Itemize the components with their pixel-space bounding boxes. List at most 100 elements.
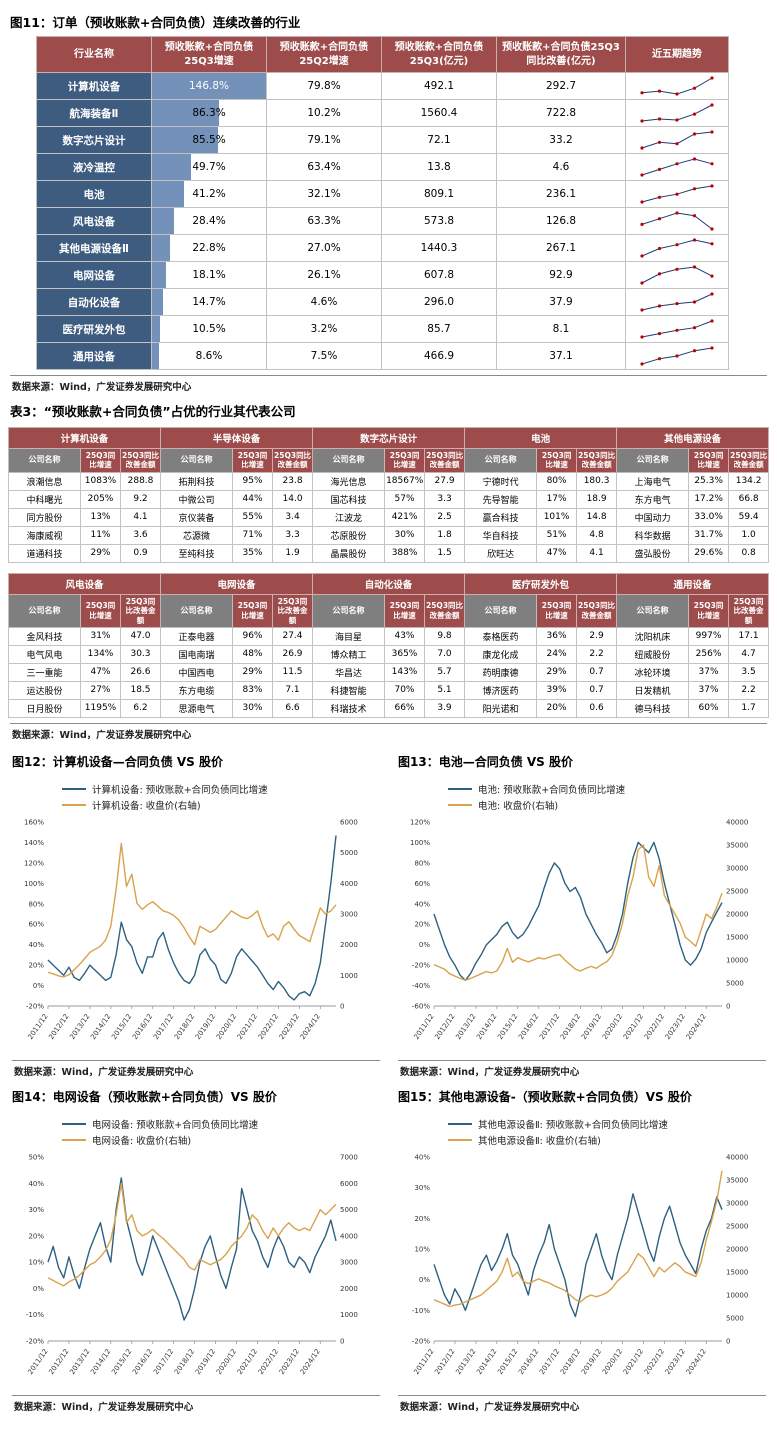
table-row: 道通科技 29% 0.9 至纯科技 35% 1.9 晶晨股份 388% 1.5 欣旺达 47% 4.1… <box>8 543 770 563</box>
growth-cell: 57% <box>384 489 426 509</box>
subheader-amount: 25Q3同比改善金额 <box>423 593 466 628</box>
subheader-company: 公司名称 <box>616 593 690 628</box>
company-name-cell: 康龙化成 <box>464 644 538 664</box>
amount-cell: 3.5 <box>728 662 770 682</box>
industry-name-cell: 液冷温控 <box>36 153 152 181</box>
data-bar <box>152 289 164 315</box>
table-row: 医疗研发外包 10.5% 3.2% 85.7 8.1 <box>36 315 729 343</box>
industry-group-header: 电池 <box>464 427 618 449</box>
industry-name-cell: 电网设备 <box>36 261 152 289</box>
table-row: 浪潮信息 1083% 288.8 拓荆科技 95% 23.8 海光信息 18567% 27.9 宁… <box>8 471 770 491</box>
legend-entry: 电池: 预收账款+合同负债同比增速 <box>448 782 768 796</box>
svg-text:6000: 6000 <box>340 818 358 826</box>
figure15-title: 图15：其他电源设备-（预收账款+合同负债）VS 股价 <box>398 1089 692 1104</box>
company-name-cell: 博众精工 <box>312 644 385 664</box>
amount-cell: 1.9 <box>272 543 314 563</box>
svg-text:0: 0 <box>340 1337 344 1345</box>
amount-cell: 134.2 <box>728 471 770 491</box>
industry-group-header: 通用设备 <box>616 572 770 595</box>
svg-text:20%: 20% <box>414 921 430 929</box>
table-row: 电网设备 18.1% 26.1% 607.8 92.9 <box>36 261 729 289</box>
trend-sparkline <box>640 184 714 204</box>
company-name-cell: 中国西电 <box>160 662 233 682</box>
q3-growth-cell: 41.2% <box>151 180 267 208</box>
data-bar <box>152 154 191 180</box>
svg-text:0: 0 <box>340 1002 344 1010</box>
company-name-cell: 德马科技 <box>616 698 690 718</box>
legend-label: 其他电源设备Ⅱ: 预收账款+合同负债同比增速 <box>478 1119 668 1131</box>
figure14-plot: -20% -10% 0% 10% 20% 30% 40% 50% 0 1000 2000 3000 40… <box>10 1151 382 1393</box>
company-name-cell: 京仪装备 <box>160 507 234 527</box>
figure14-legend: 电网设备: 预收账款+合同负债同比增速 电网设备: 收盘价(右轴) <box>10 1109 382 1151</box>
subheader-growth: 25Q3同比增速 <box>688 593 730 628</box>
growth-cell: 421% <box>384 507 426 527</box>
company-name-cell: 盛弘股份 <box>616 543 690 563</box>
svg-text:80%: 80% <box>414 859 430 867</box>
svg-text:6000: 6000 <box>340 1180 358 1188</box>
svg-text:0%: 0% <box>33 982 44 990</box>
fig11-col-q2-growth: 预收账款+合同负债25Q2增速 <box>266 36 382 73</box>
subheader-amount: 25Q3同比改善金额 <box>576 593 618 628</box>
data-bar <box>152 316 160 342</box>
legend-label: 其他电源设备Ⅱ: 收盘价(右轴) <box>478 1135 601 1147</box>
data-bar <box>152 262 166 288</box>
growth-cell: 37% <box>688 680 730 700</box>
figure13-source: 数据来源：Wind，广发证券发展研究中心 <box>398 1059 766 1078</box>
growth-cell: 101% <box>536 507 578 527</box>
svg-text:20000: 20000 <box>726 910 748 918</box>
amount-cell: 9.2 <box>119 489 162 509</box>
amount-cell: 0.7 <box>576 662 618 682</box>
legend-label: 电池: 收盘价(右轴) <box>478 800 559 812</box>
figure13-legend: 电池: 预收账款+合同负债同比增速 电池: 收盘价(右轴) <box>396 774 768 816</box>
industry-group-header: 其他电源设备 <box>616 427 770 449</box>
company-name-cell: 道通科技 <box>8 543 81 563</box>
trend-sparkline <box>640 292 714 312</box>
subheader-company: 公司名称 <box>160 448 234 473</box>
svg-text:10%: 10% <box>414 1245 430 1253</box>
company-name-cell: 上海电气 <box>616 471 690 491</box>
svg-text:100%: 100% <box>410 839 430 847</box>
figure12-title: 图12：计算机设备—合同负债 VS 股价 <box>12 754 223 769</box>
q2-growth-cell: 10.2% <box>266 99 382 127</box>
svg-text:60%: 60% <box>28 921 44 929</box>
trend-sparkline <box>640 346 714 366</box>
company-name-cell: 国芯科技 <box>312 489 386 509</box>
svg-text:40000: 40000 <box>726 1153 748 1161</box>
growth-cell: 36% <box>536 626 578 646</box>
line-swatch-orange-icon <box>62 1138 86 1141</box>
growth-cell: 388% <box>384 543 426 563</box>
subheader-growth: 25Q3同比增速 <box>536 448 578 473</box>
figure15: 图15：其他电源设备-（预收账款+合同负债）VS 股价 其他电源设备Ⅱ: 预收账… <box>394 1080 770 1415</box>
amount-cell: 0.6 <box>576 698 618 718</box>
svg-text:25000: 25000 <box>726 887 748 895</box>
svg-text:20%: 20% <box>28 1232 44 1240</box>
subheader-row: 公司名称 25Q3同比增速 25Q3同比改善金额 公司名称 25Q3同比增速 25Q3同比… <box>8 593 770 628</box>
company-name-cell: 国电南瑞 <box>160 644 233 664</box>
industry-header-row: 计算机设备 半导体设备 数字芯片设计 电池 其他电源设备 <box>7 427 770 449</box>
trend-cell <box>625 126 729 154</box>
amount-cell: 4.1 <box>576 543 618 563</box>
legend-entry: 电网设备: 收盘价(右轴) <box>62 1133 382 1147</box>
amount-cell: 5.7 <box>423 662 466 682</box>
svg-text:30000: 30000 <box>726 864 748 872</box>
company-name-cell: 江波龙 <box>312 507 386 527</box>
table-row: 同方股份 13% 4.1 京仪装备 55% 3.4 江波龙 421% 2.5 赢合科技 101% 14… <box>8 507 770 527</box>
svg-text:2024/12: 2024/12 <box>299 1347 322 1375</box>
svg-text:0%: 0% <box>419 1276 430 1284</box>
figure13-plot: -60% -40% -20% 0% 20% 40% 60% 80% 100% 120% 0 5000 1… <box>396 816 768 1058</box>
q3-value-cell: 573.8 <box>381 207 497 235</box>
svg-text:-20%: -20% <box>412 961 430 969</box>
company-name-cell: 东方电缆 <box>160 680 233 700</box>
subheader-company: 公司名称 <box>8 593 81 628</box>
amount-cell: 6.2 <box>120 698 161 718</box>
svg-text:-60%: -60% <box>412 1002 430 1010</box>
line-swatch-blue-icon <box>448 1122 472 1125</box>
growth-cell: 83% <box>232 680 273 700</box>
growth-cell: 51% <box>536 525 578 545</box>
fig11-source: 数据来源：Wind，广发证券发展研究中心 <box>10 375 767 393</box>
industry-name-cell: 其他电源设备Ⅱ <box>36 234 152 262</box>
company-name-cell: 博济医药 <box>464 680 538 700</box>
q3-value-cell: 1440.3 <box>381 234 497 262</box>
subheader-company: 公司名称 <box>8 448 81 473</box>
